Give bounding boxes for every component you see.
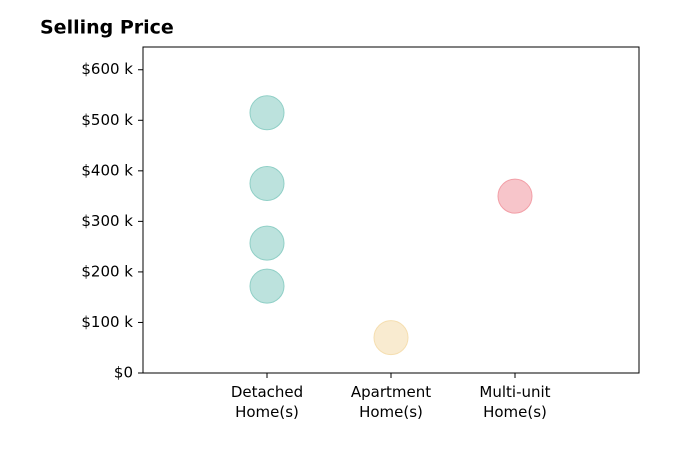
point — [373, 320, 409, 356]
y-tick-label: $0 — [114, 364, 133, 382]
x-tick-label-line: Multi-unit — [479, 383, 550, 401]
x-tick-label-line: Home(s) — [235, 403, 299, 421]
y-tick-label: $300 k — [81, 212, 133, 230]
x-tick-label: Detached Home(s) — [231, 383, 303, 421]
y-tick-label: $600 k — [81, 60, 133, 78]
x-tick-label-line: Detached — [231, 383, 303, 401]
point — [249, 225, 285, 261]
x-tick-label: Apartment Home(s) — [351, 383, 431, 421]
point — [497, 178, 533, 214]
y-tick-label: $100 k — [81, 313, 133, 331]
chart-title: Selling Price — [40, 17, 174, 39]
x-tick-label-line: Apartment — [351, 383, 431, 401]
point — [249, 165, 285, 201]
y-tick-label: $200 k — [81, 262, 133, 280]
x-tick-label-line: Home(s) — [483, 403, 547, 421]
point — [249, 95, 285, 131]
y-tick-label: $500 k — [81, 111, 133, 129]
x-tick-label-line: Home(s) — [359, 403, 423, 421]
y-tick-label: $400 k — [81, 161, 133, 179]
x-tick-label: Multi-unit Home(s) — [479, 383, 550, 421]
point — [249, 268, 285, 304]
